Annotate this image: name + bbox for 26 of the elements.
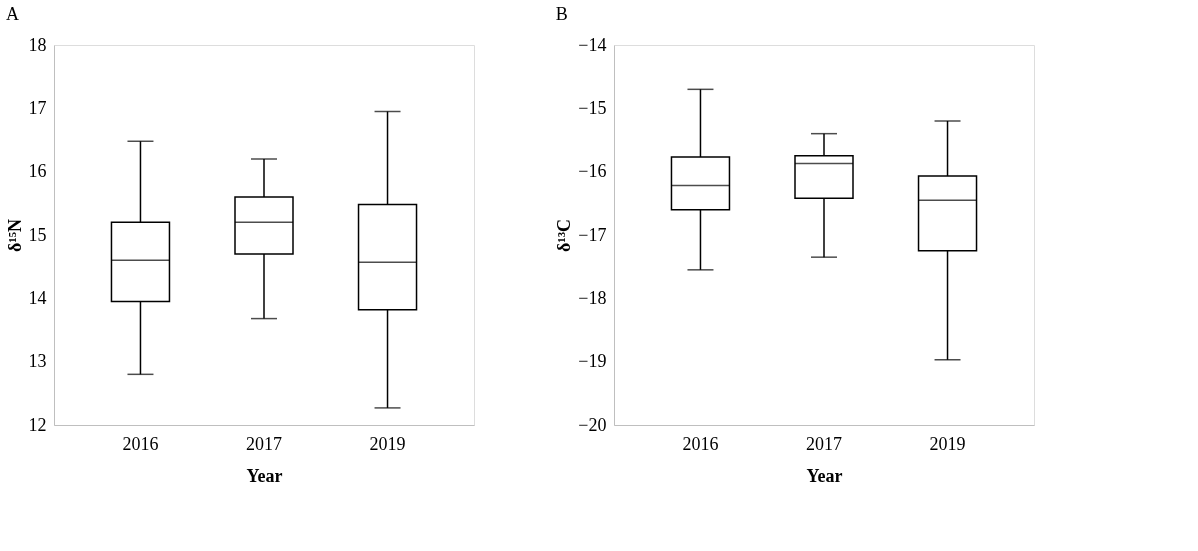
- y-tick-label: 13: [28, 351, 47, 372]
- y-tick-label: 16: [28, 161, 47, 182]
- y-tick-label: −18: [578, 287, 607, 308]
- y-tick-label: −14: [578, 34, 607, 55]
- x-tick-label: 2017: [246, 433, 282, 454]
- x-tick-label: 2019: [929, 433, 966, 454]
- y-tick-label: −20: [578, 414, 607, 435]
- chart-title: B: [555, 4, 568, 24]
- x-tick-label: 2019: [369, 433, 406, 454]
- y-tick-label: −19: [578, 351, 607, 372]
- y-tick-label: 14: [28, 287, 47, 308]
- y-tick-label: −17: [578, 224, 607, 245]
- x-tick-label: 2017: [806, 433, 842, 454]
- chart-title: A: [6, 4, 19, 24]
- x-tick-label: 2016: [122, 433, 159, 454]
- x-axis-title: Year: [806, 465, 843, 486]
- y-tick-label: −15: [578, 97, 607, 118]
- y-tick-label: 15: [28, 224, 47, 245]
- y-tick-label: −16: [578, 161, 607, 182]
- x-tick-label: 2016: [682, 433, 719, 454]
- y-axis-title: δ¹⁵N: [4, 218, 25, 253]
- y-axis-title: δ¹³C: [554, 218, 575, 253]
- y-tick-label: 12: [28, 414, 47, 435]
- y-tick-label: 18: [28, 34, 47, 55]
- x-axis-title: Year: [246, 465, 283, 486]
- y-tick-label: 17: [28, 97, 47, 118]
